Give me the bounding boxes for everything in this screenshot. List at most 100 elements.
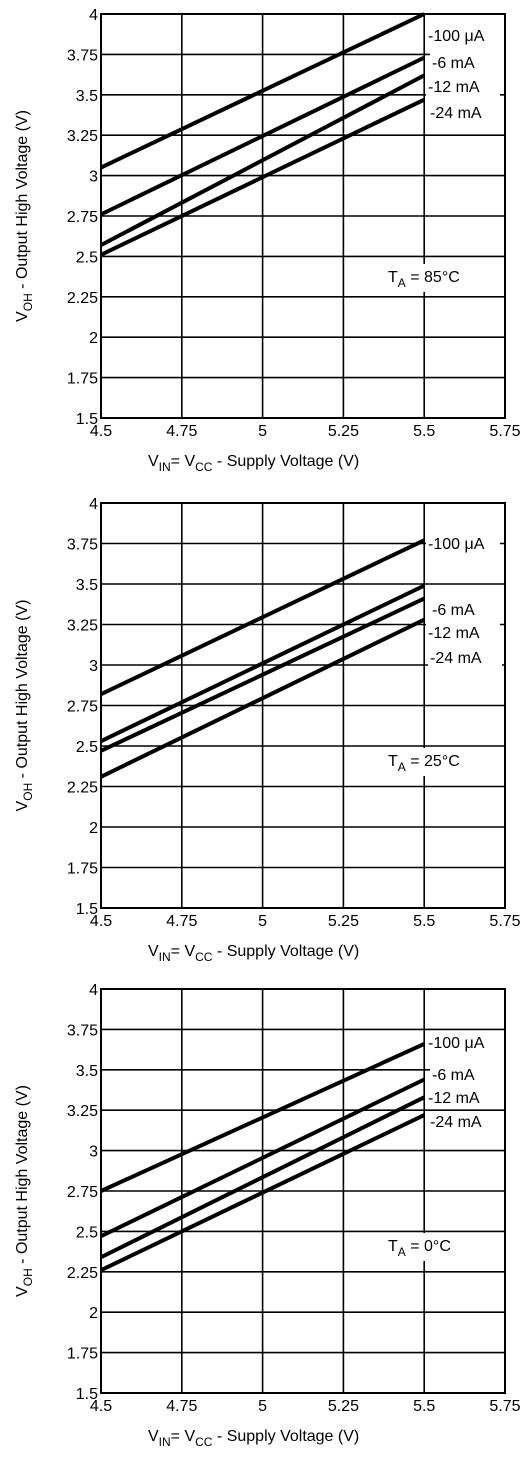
y-tick-label: 4	[89, 496, 98, 513]
y-tick-label: 2	[89, 330, 98, 347]
y-tick-label: 3	[89, 1144, 98, 1161]
x-tick-label: 5.75	[489, 1398, 520, 1415]
y-tick-label: 1.75	[67, 861, 98, 878]
x-axis-label: VIN= VCC - Supply Voltage (V)	[148, 943, 359, 964]
series-label: -100 μA	[428, 536, 485, 553]
series-label-background	[426, 26, 500, 46]
temperature-annotation: TA = 85°C	[388, 269, 460, 290]
series-label: -24 mA	[430, 105, 482, 122]
x-tick-label: 5	[258, 423, 267, 440]
series-label-background	[426, 77, 500, 97]
x-axis-label: VIN= VCC - Supply Voltage (V)	[148, 453, 359, 474]
series-line-3	[100, 596, 426, 753]
x-tick-label: 5.75	[489, 913, 520, 930]
series-line-4	[100, 97, 426, 257]
x-tick-label: 4.75	[166, 1398, 197, 1415]
y-tick-label: 3	[89, 658, 98, 675]
y-tick-label: 2.75	[67, 1184, 98, 1201]
y-tick-label: 3.25	[67, 128, 98, 145]
x-tick-label: 4.5	[90, 1398, 112, 1415]
y-tick-label: 4	[89, 7, 98, 24]
y-tick-label: 2.25	[67, 780, 98, 797]
x-tick-label: 4.75	[166, 913, 197, 930]
y-tick-label: 3.25	[67, 1103, 98, 1120]
series-label-background	[428, 648, 502, 668]
y-tick-label: 2.25	[67, 1265, 98, 1282]
y-tick-label: 2	[89, 820, 98, 837]
series-label: -6 mA	[432, 1067, 475, 1084]
y-tick-label: 2.5	[76, 249, 98, 266]
series-line-2	[100, 1077, 426, 1239]
y-axis-label: VOH - Output High Voltage (V)	[14, 1085, 35, 1297]
y-tick-label: 2.25	[67, 290, 98, 307]
series-label: -24 mA	[430, 1114, 482, 1131]
series-line-1	[100, 1042, 426, 1193]
annotation-background	[382, 1233, 488, 1261]
series-label: -6 mA	[432, 602, 475, 619]
series-line-3	[100, 73, 426, 247]
x-tick-label: 4.5	[90, 423, 112, 440]
x-tick-label: 4.5	[90, 913, 112, 930]
series-line-2	[100, 55, 426, 217]
annotation-background	[382, 748, 488, 776]
plot-frame	[100, 502, 506, 909]
x-tick-label: 4.75	[166, 423, 197, 440]
x-tick-label: 5.5	[413, 423, 435, 440]
x-tick-label: 5.75	[489, 423, 520, 440]
series-label: -100 μA	[428, 28, 485, 45]
y-tick-label: 2.5	[76, 1224, 98, 1241]
chart-panel-3: 4.5 4.75 5 5.25 5.5 5.75 1.5 1.75 2 2.25 2.5 2.75 3 3…	[14, 982, 521, 1449]
series-label: -12 mA	[428, 1090, 480, 1107]
x-axis-label: VIN= VCC - Supply Voltage (V)	[148, 1428, 359, 1449]
x-tick-label: 5.5	[413, 1398, 435, 1415]
series-line-1	[100, 538, 426, 696]
y-tick-label: 3	[89, 169, 98, 186]
y-axis-label: VOH - Output High Voltage (V)	[14, 110, 35, 322]
y-tick-label: 2.75	[67, 699, 98, 716]
series-label-background	[426, 534, 500, 554]
y-tick-label: 3.5	[76, 577, 98, 594]
plot-frame	[100, 13, 506, 419]
y-tick-label: 4	[89, 982, 98, 999]
y-tick-label: 2.75	[67, 209, 98, 226]
x-tick-label: 5	[258, 1398, 267, 1415]
y-tick-label: 1.75	[67, 1346, 98, 1363]
series-label-background	[426, 1033, 500, 1053]
y-axis-label: VOH - Output High Voltage (V)	[14, 600, 35, 812]
series-label-background	[428, 1112, 502, 1132]
y-tick-label: 1.75	[67, 371, 98, 388]
y-tick-label: 1.5	[76, 1386, 98, 1403]
annotation-background	[382, 264, 488, 292]
series-label: -24 mA	[430, 650, 482, 667]
y-tick-label: 3.75	[67, 537, 98, 554]
x-tick-label: 5.25	[328, 1398, 359, 1415]
series-label-background	[430, 600, 504, 620]
series-label: -12 mA	[428, 79, 480, 96]
series-label: -6 mA	[432, 55, 475, 72]
series-line-4	[100, 617, 426, 779]
series-label-background	[430, 1065, 504, 1085]
temperature-annotation: TA = 25°C	[388, 753, 460, 774]
series-label-background	[426, 1088, 500, 1108]
series-line-4	[100, 1113, 426, 1272]
y-tick-label: 3.5	[76, 1063, 98, 1080]
temperature-annotation: TA = 0°C	[388, 1238, 451, 1259]
series-label-background	[428, 103, 502, 123]
x-tick-label: 5.25	[328, 423, 359, 440]
chart-panel-2: 4.5 4.75 5 5.25 5.5 5.75 1.5 1.75 2 2.25 2.5 2.75 3 3…	[14, 496, 521, 964]
x-tick-label: 5	[258, 913, 267, 930]
x-tick-label: 5.25	[328, 913, 359, 930]
series-label-background	[426, 623, 500, 643]
y-tick-label: 2.5	[76, 739, 98, 756]
series-line-1	[100, 12, 426, 170]
series-label: -100 μA	[428, 1035, 485, 1052]
y-tick-label: 3.75	[67, 47, 98, 64]
chart-panel-1: 4.5 4.75 5 5.25 5.5 5.75 1.5 1.75 2 2.25 2.5 2.75 3 3…	[14, 7, 521, 474]
y-tick-label: 3.25	[67, 618, 98, 635]
y-tick-label: 2	[89, 1305, 98, 1322]
series-line-3	[100, 1095, 426, 1260]
y-tick-label: 1.5	[76, 901, 98, 918]
y-tick-label: 1.5	[76, 411, 98, 428]
